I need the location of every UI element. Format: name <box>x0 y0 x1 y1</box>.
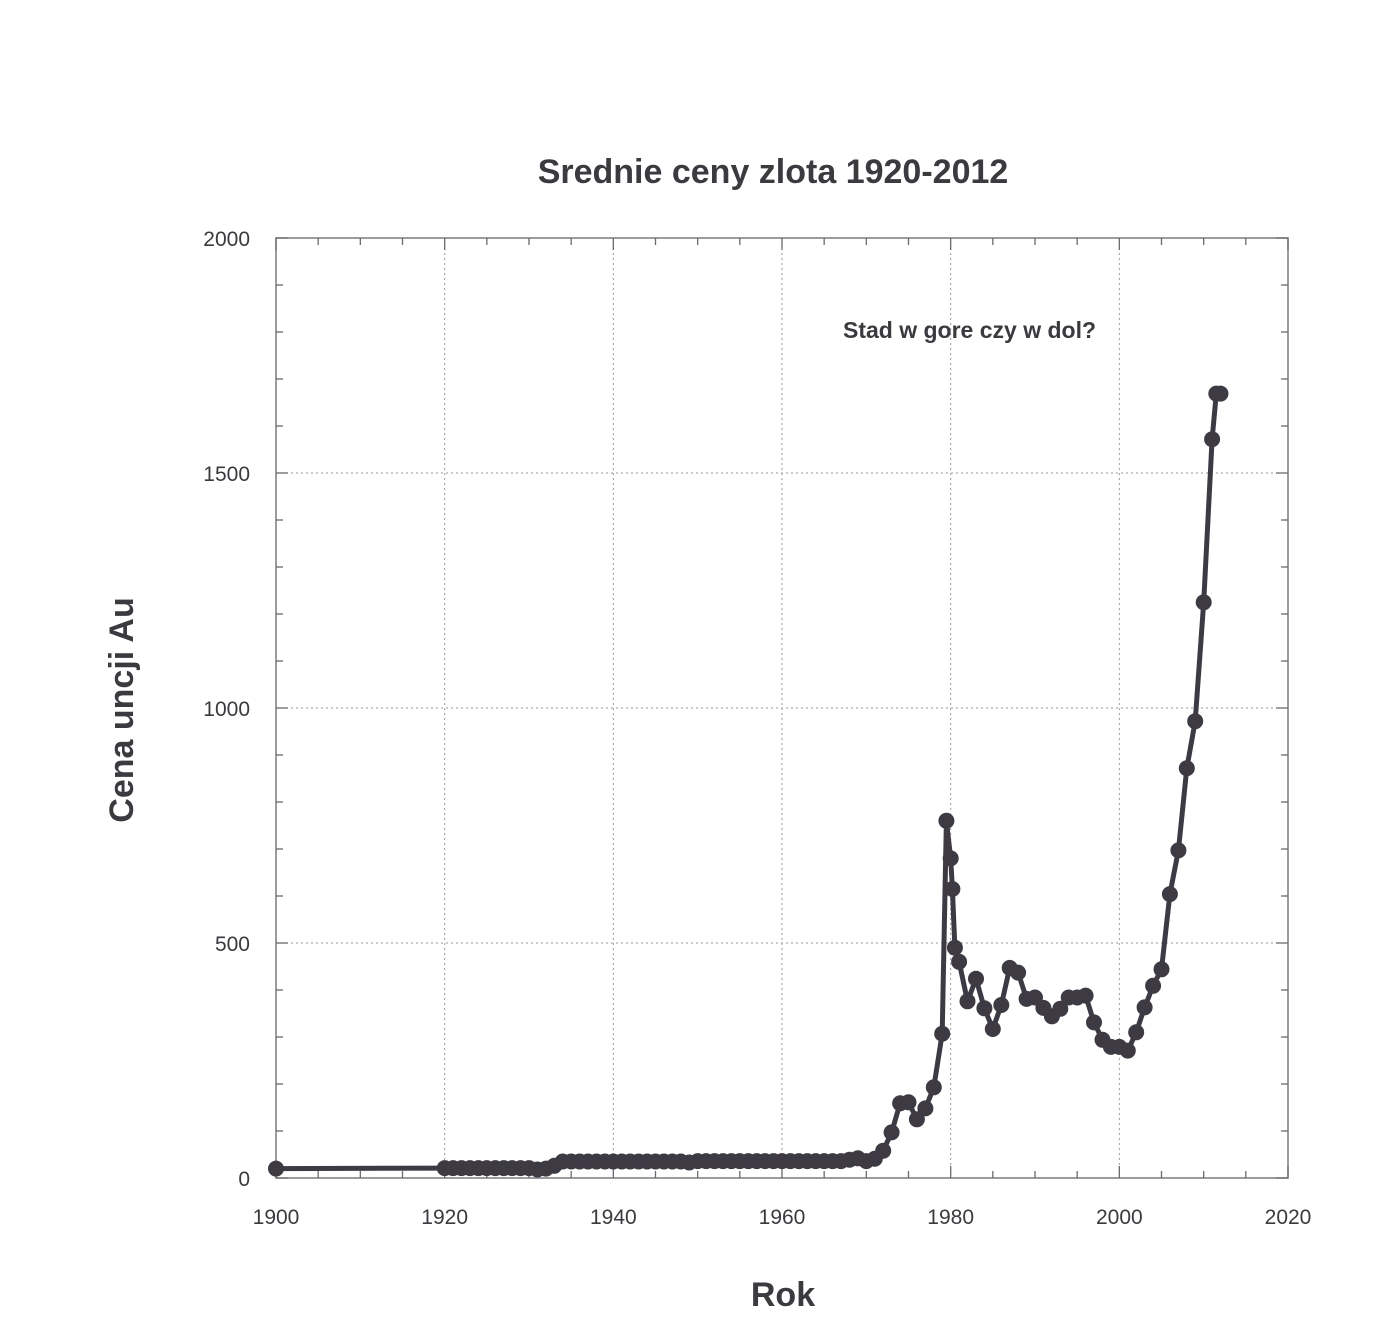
data-point <box>1212 385 1229 402</box>
data-point <box>959 993 976 1010</box>
data-point <box>883 1124 900 1141</box>
data-point <box>1187 713 1204 730</box>
data-point <box>942 850 959 867</box>
data-point <box>944 881 961 897</box>
data-point <box>938 812 955 829</box>
y-tick-labels: 0 500 1000 1500 2000 <box>203 228 250 1191</box>
data-point <box>976 1000 993 1017</box>
data-point <box>1077 987 1094 1004</box>
data-point <box>1170 842 1187 859</box>
data-point <box>1136 999 1153 1016</box>
chart-title: Srednie ceny zlota 1920-2012 <box>538 153 1009 191</box>
data-point <box>268 1160 284 1177</box>
data-point <box>1128 1024 1145 1041</box>
x-tick-label: 1960 <box>759 1206 806 1229</box>
data-point <box>1161 886 1178 903</box>
y-tick-label: 1500 <box>203 463 250 486</box>
data-point <box>1010 964 1027 981</box>
y-axis-label: Cena uncji Au <box>103 597 141 822</box>
data-point <box>875 1142 892 1159</box>
data-point <box>925 1079 942 1096</box>
x-tick-labels: 1900 1920 1940 1960 1980 2000 2020 <box>253 1206 1312 1229</box>
data-point <box>1145 977 1162 994</box>
data-point <box>908 1111 925 1128</box>
x-tick-label: 1940 <box>590 1206 637 1229</box>
x-tick-label: 1920 <box>421 1206 468 1229</box>
y-tick-label: 2000 <box>203 228 250 251</box>
data-point <box>1153 961 1170 978</box>
chart-annotation: Stad w gore czy w dol? <box>843 317 1096 343</box>
y-tick-label: 500 <box>215 933 250 956</box>
data-point <box>1178 760 1195 777</box>
grid-lines <box>276 238 1288 1178</box>
data-point <box>1195 594 1212 611</box>
x-tick-label: 2000 <box>1096 1206 1143 1229</box>
x-tick-label: 1900 <box>253 1206 300 1229</box>
data-point <box>968 970 984 987</box>
data-point <box>1052 1000 1069 1017</box>
data-point <box>951 953 968 970</box>
data-point <box>917 1100 934 1117</box>
data-point <box>993 997 1010 1013</box>
data-point <box>1204 431 1221 448</box>
data-point <box>946 939 963 956</box>
data-point <box>984 1021 1001 1037</box>
data-point <box>1086 1014 1102 1031</box>
series-markers <box>268 385 1229 1178</box>
data-point <box>934 1025 951 1042</box>
y-tick-label: 0 <box>238 1168 250 1191</box>
x-axis-label: Rok <box>751 1276 815 1314</box>
data-point <box>900 1094 917 1111</box>
y-tick-label: 1000 <box>203 698 250 721</box>
series-line <box>275 391 1221 1172</box>
data-point <box>1119 1042 1136 1059</box>
x-tick-label: 2020 <box>1265 1206 1312 1229</box>
x-tick-label: 1980 <box>927 1206 974 1229</box>
